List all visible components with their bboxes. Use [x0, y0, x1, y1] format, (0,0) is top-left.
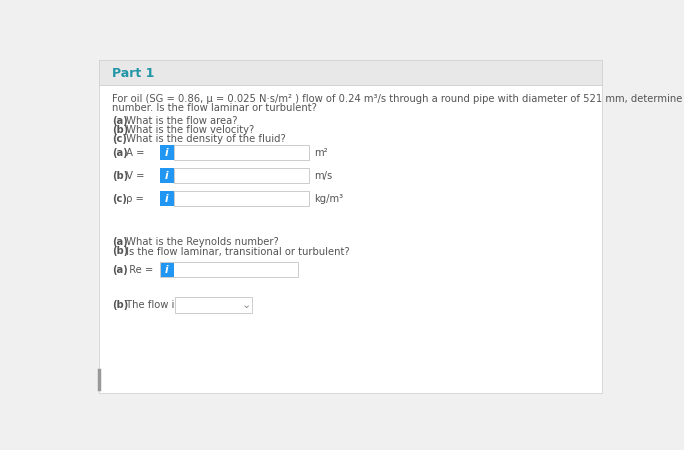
Text: (b): (b): [112, 300, 128, 310]
Text: (b): (b): [112, 171, 128, 180]
Text: (c): (c): [112, 134, 127, 144]
Text: V =: V =: [124, 171, 145, 180]
Text: What is the density of the fluid?: What is the density of the fluid?: [124, 134, 286, 144]
FancyBboxPatch shape: [99, 60, 602, 85]
Text: i: i: [165, 148, 169, 157]
Text: number. Is the flow laminar or turbulent?: number. Is the flow laminar or turbulent…: [112, 104, 317, 113]
FancyBboxPatch shape: [99, 60, 602, 393]
Text: i: i: [165, 194, 169, 204]
FancyBboxPatch shape: [174, 145, 309, 160]
Text: Re =: Re =: [124, 265, 154, 274]
Text: What is the flow area?: What is the flow area?: [124, 116, 238, 126]
Text: (c): (c): [112, 194, 127, 204]
Text: Is the flow laminar, transitional or turbulent?: Is the flow laminar, transitional or tur…: [124, 247, 350, 256]
Text: A =: A =: [124, 148, 145, 157]
FancyBboxPatch shape: [174, 191, 309, 207]
Text: (a): (a): [112, 148, 128, 157]
Text: Part 1: Part 1: [112, 67, 154, 80]
FancyBboxPatch shape: [174, 262, 298, 277]
Text: ρ =: ρ =: [124, 194, 144, 204]
Text: ⌄: ⌄: [241, 300, 250, 310]
FancyBboxPatch shape: [174, 168, 309, 183]
Text: (a): (a): [112, 237, 128, 247]
Text: (b): (b): [112, 247, 128, 256]
Text: m²: m²: [314, 148, 328, 157]
Text: (a): (a): [112, 116, 128, 126]
FancyBboxPatch shape: [160, 168, 174, 183]
Text: m/s: m/s: [314, 171, 332, 180]
Text: i: i: [165, 265, 169, 274]
Text: The flow is: The flow is: [124, 300, 180, 310]
Text: kg/m³: kg/m³: [314, 194, 343, 204]
Text: What is the Reynolds number?: What is the Reynolds number?: [124, 237, 279, 247]
Text: i: i: [165, 171, 169, 180]
Text: What is the flow velocity?: What is the flow velocity?: [124, 125, 254, 135]
Text: (b): (b): [112, 125, 128, 135]
FancyBboxPatch shape: [160, 145, 174, 160]
FancyBboxPatch shape: [160, 262, 174, 277]
Text: (a): (a): [112, 265, 128, 274]
Text: For oil (SG = 0.86, μ = 0.025 N·s/m² ) flow of 0.24 m³/s through a round pipe wi: For oil (SG = 0.86, μ = 0.025 N·s/m² ) f…: [112, 94, 684, 104]
FancyBboxPatch shape: [160, 191, 174, 207]
FancyBboxPatch shape: [174, 297, 252, 313]
